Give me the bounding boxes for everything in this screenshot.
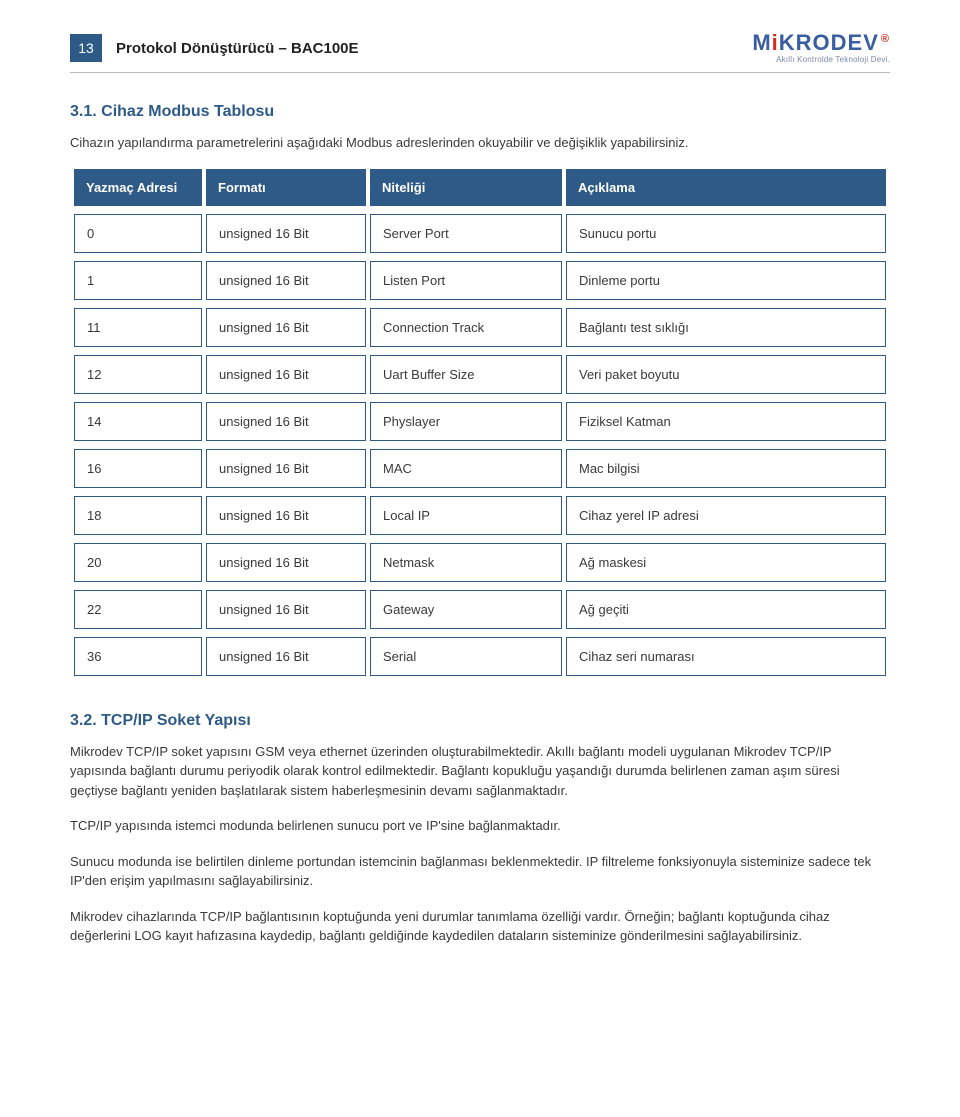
table-row: 16unsigned 16 BitMACMac bilgisi [74,449,886,488]
table-cell: Cihaz seri numarası [566,637,886,676]
table-cell: 16 [74,449,202,488]
section-heading-1: 3.1. Cihaz Modbus Tablosu [70,103,890,121]
table-cell: 1 [74,261,202,300]
page: 13 Protokol Dönüştürücü – BAC100E MiKROD… [0,0,960,1002]
table-cell: Dinleme portu [566,261,886,300]
table-cell: Netmask [370,543,562,582]
section-number-1: 3.1. [70,103,97,120]
table-row: 0unsigned 16 BitServer PortSunucu portu [74,214,886,253]
table-cell: unsigned 16 Bit [206,590,366,629]
table-cell: 22 [74,590,202,629]
logo-tagline: Akıllı Kontrolde Teknoloji Devi. [752,55,890,64]
table-row: 12unsigned 16 BitUart Buffer SizeVeri pa… [74,355,886,394]
table-cell: Uart Buffer Size [370,355,562,394]
table-cell: 18 [74,496,202,535]
table-cell: unsigned 16 Bit [206,402,366,441]
table-header-row: Yazmaç Adresi Formatı Niteliği Açıklama [74,169,886,206]
table-cell: Cihaz yerel IP adresi [566,496,886,535]
table-cell: unsigned 16 Bit [206,355,366,394]
table-header: Yazmaç Adresi [74,169,202,206]
logo-text: MiKRODEV® [752,32,890,54]
table-cell: 11 [74,308,202,347]
table-cell: unsigned 16 Bit [206,543,366,582]
table-row: 22unsigned 16 BitGatewayAğ geçiti [74,590,886,629]
table-body: 0unsigned 16 BitServer PortSunucu portu1… [74,214,886,684]
table-cell: Server Port [370,214,562,253]
table-cell: 14 [74,402,202,441]
section-heading-2: 3.2. TCP/IP Soket Yapısı [70,712,890,730]
modbus-table: Yazmaç Adresi Formatı Niteliği Açıklama … [70,169,890,684]
table-header: Açıklama [566,169,886,206]
table-header: Formatı [206,169,366,206]
table-cell: Bağlantı test sıklığı [566,308,886,347]
table-row: 11unsigned 16 BitConnection TrackBağlant… [74,308,886,347]
section-number-2: 3.2. [70,712,97,729]
table-cell: Fiziksel Katman [566,402,886,441]
table-header: Niteliği [370,169,562,206]
section-body-2: Mikrodev TCP/IP soket yapısını GSM veya … [70,742,890,946]
registered-icon: ® [881,33,890,45]
section-title-1: Cihaz Modbus Tablosu [101,103,274,120]
section-intro-1: Cihazın yapılandırma parametrelerini aşa… [70,133,890,153]
table-cell: 0 [74,214,202,253]
paragraph: Mikrodev cihazlarında TCP/IP bağlantısın… [70,907,890,946]
table-cell: Serial [370,637,562,676]
table-cell: MAC [370,449,562,488]
table-cell: Physlayer [370,402,562,441]
table-row: 14unsigned 16 BitPhyslayerFiziksel Katma… [74,402,886,441]
table-row: 1unsigned 16 BitListen PortDinleme portu [74,261,886,300]
header-rule [70,72,890,73]
paragraph: Mikrodev TCP/IP soket yapısını GSM veya … [70,742,890,801]
table-cell: unsigned 16 Bit [206,308,366,347]
table-cell: Ağ maskesi [566,543,886,582]
table-cell: Local IP [370,496,562,535]
table-cell: unsigned 16 Bit [206,496,366,535]
paragraph: Sunucu modunda ise belirtilen dinleme po… [70,852,890,891]
table-row: 36unsigned 16 BitSerialCihaz seri numara… [74,637,886,676]
table-row: 18unsigned 16 BitLocal IPCihaz yerel IP … [74,496,886,535]
table-cell: Veri paket boyutu [566,355,886,394]
page-number: 13 [78,40,94,56]
table-cell: 12 [74,355,202,394]
table-cell: Listen Port [370,261,562,300]
table-cell: Mac bilgisi [566,449,886,488]
table-row: 20unsigned 16 BitNetmaskAğ maskesi [74,543,886,582]
paragraph: TCP/IP yapısında istemci modunda belirle… [70,816,890,836]
section-title-2: TCP/IP Soket Yapısı [101,712,251,729]
page-number-box: 13 [70,34,102,62]
table-cell: unsigned 16 Bit [206,261,366,300]
header-left: 13 Protokol Dönüştürücü – BAC100E [70,34,359,62]
table-cell: Gateway [370,590,562,629]
table-cell: unsigned 16 Bit [206,449,366,488]
table-cell: Sunucu portu [566,214,886,253]
document-title: Protokol Dönüştürücü – BAC100E [116,40,359,57]
table-cell: unsigned 16 Bit [206,637,366,676]
table-cell: Connection Track [370,308,562,347]
page-header: 13 Protokol Dönüştürücü – BAC100E MiKROD… [70,32,890,64]
table-cell: Ağ geçiti [566,590,886,629]
table-cell: 20 [74,543,202,582]
table-cell: unsigned 16 Bit [206,214,366,253]
table-cell: 36 [74,637,202,676]
brand-logo: MiKRODEV® Akıllı Kontrolde Teknoloji Dev… [752,32,890,64]
